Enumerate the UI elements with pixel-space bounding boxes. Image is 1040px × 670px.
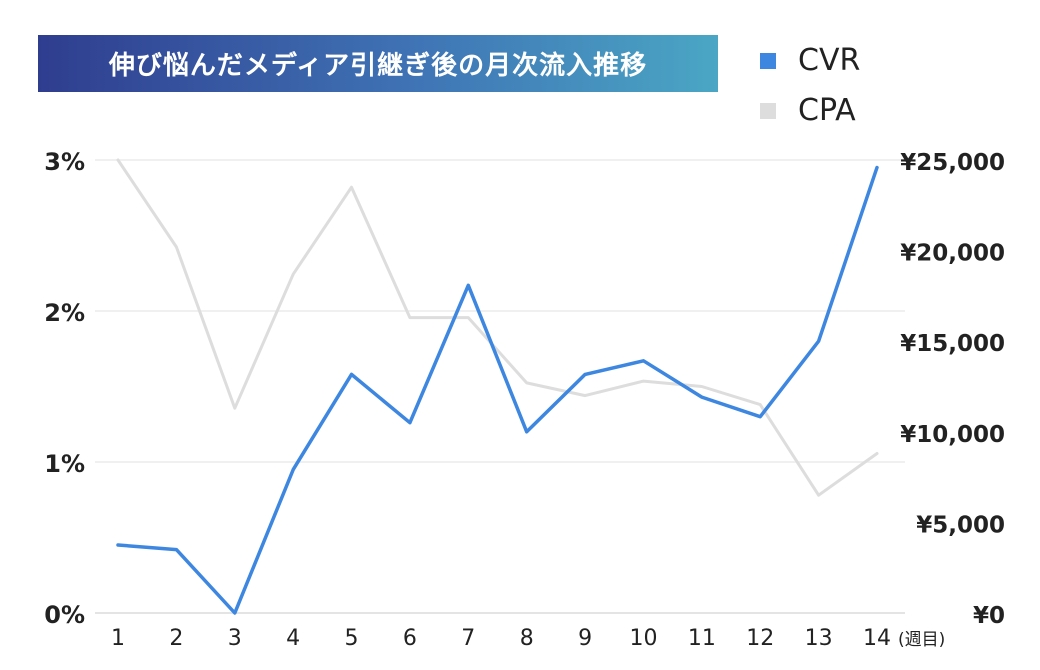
right-axis-tick-label: ¥15,000 <box>900 331 1005 357</box>
legend-item-cvr: CVR <box>760 43 860 78</box>
x-axis-tick-label: 1 <box>111 626 125 651</box>
x-axis-tick-label: 8 <box>520 626 534 651</box>
x-axis-tick-label: 12 <box>746 626 774 651</box>
x-axis-tick-label: 4 <box>286 626 300 651</box>
series-line-cvr <box>116 165 879 615</box>
x-axis-tick-label: 10 <box>629 626 657 651</box>
legend-swatch-cvr <box>760 52 776 69</box>
x-axis-tick-label: 3 <box>228 626 242 651</box>
left-axis-tick-label: 3% <box>44 148 85 176</box>
left-axis-tick-label: 1% <box>44 450 85 478</box>
right-axis-tick-label: ¥20,000 <box>900 241 1005 267</box>
x-axis-tick-label: 13 <box>805 626 833 651</box>
legend-swatch-cpa <box>760 102 776 119</box>
legend-label-cvr: CVR <box>798 43 861 78</box>
x-axis-tick-label: 9 <box>578 626 592 651</box>
x-axis-tick-label: 11 <box>688 626 716 651</box>
chart-title-banner: 伸び悩んだメディア引継ぎ後の月次流入推移 <box>38 35 718 92</box>
chart-title: 伸び悩んだメディア引継ぎ後の月次流入推移 <box>108 51 648 81</box>
right-axis-tick-label: ¥10,000 <box>900 422 1005 448</box>
x-axis-tick-label: 5 <box>345 626 359 651</box>
x-axis-unit-label: (週目) <box>898 630 945 650</box>
right-axis-tick-label: ¥25,000 <box>900 150 1005 176</box>
legend-item-cpa: CPA <box>760 93 856 128</box>
legend-label-cpa: CPA <box>798 93 856 128</box>
left-axis-tick-label: 2% <box>44 299 85 327</box>
right-axis-tick-label: ¥5,000 <box>916 512 1005 538</box>
left-axis-tick-label: 0% <box>44 601 85 629</box>
x-axis-tick-label: 7 <box>461 626 475 651</box>
right-axis-tick-label: ¥0 <box>973 603 1005 629</box>
series-line-cpa <box>116 158 879 497</box>
x-axis-tick-label: 6 <box>403 626 417 651</box>
x-axis-tick-label: 14 <box>863 626 891 651</box>
x-axis-tick-label: 2 <box>169 626 183 651</box>
